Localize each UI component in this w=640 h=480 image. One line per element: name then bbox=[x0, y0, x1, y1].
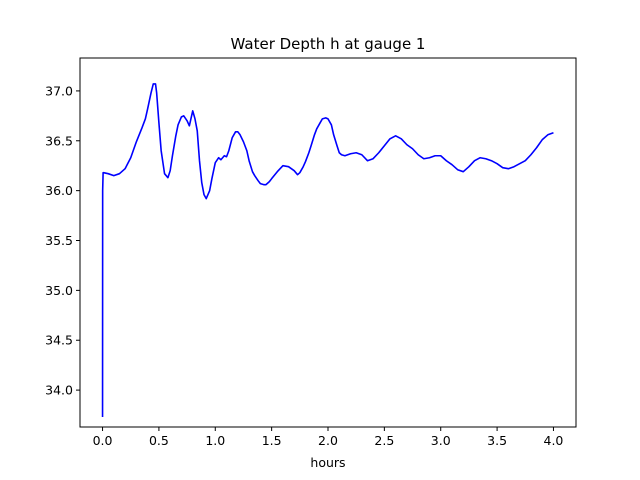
y-tick-label: 36.0 bbox=[45, 183, 73, 198]
x-tick-label: 1.5 bbox=[262, 433, 282, 448]
plot-frame bbox=[79, 57, 577, 428]
y-tick-label: 34.0 bbox=[45, 383, 73, 398]
x-tick-label: 3.0 bbox=[431, 433, 451, 448]
x-axis-label: hours bbox=[310, 455, 345, 470]
series-line bbox=[101, 83, 554, 418]
x-axis: 0.0 0.5 1.0 1.5 2.0 2.5 3.0 3.5 4.0 bbox=[93, 427, 564, 448]
y-tick-label: 35.0 bbox=[45, 283, 73, 298]
chart-title: Water Depth h at gauge 1 bbox=[231, 35, 426, 53]
x-tick-label: 3.5 bbox=[487, 433, 507, 448]
y-tick-label: 37.0 bbox=[45, 83, 73, 98]
x-tick-label: 2.5 bbox=[374, 433, 394, 448]
y-axis: 34.0 34.5 35.0 35.5 36.0 36.5 37.0 bbox=[45, 83, 80, 398]
y-tick-label: 35.5 bbox=[45, 233, 73, 248]
x-tick-label: 2.0 bbox=[318, 433, 338, 448]
x-tick-label: 0.5 bbox=[149, 433, 169, 448]
x-tick-label: 1.0 bbox=[205, 433, 225, 448]
y-tick-label: 36.5 bbox=[45, 133, 73, 148]
y-tick-label: 34.5 bbox=[45, 333, 73, 348]
x-tick-label: 0.0 bbox=[93, 433, 113, 448]
x-tick-label: 4.0 bbox=[544, 433, 564, 448]
plot-area bbox=[79, 57, 577, 428]
